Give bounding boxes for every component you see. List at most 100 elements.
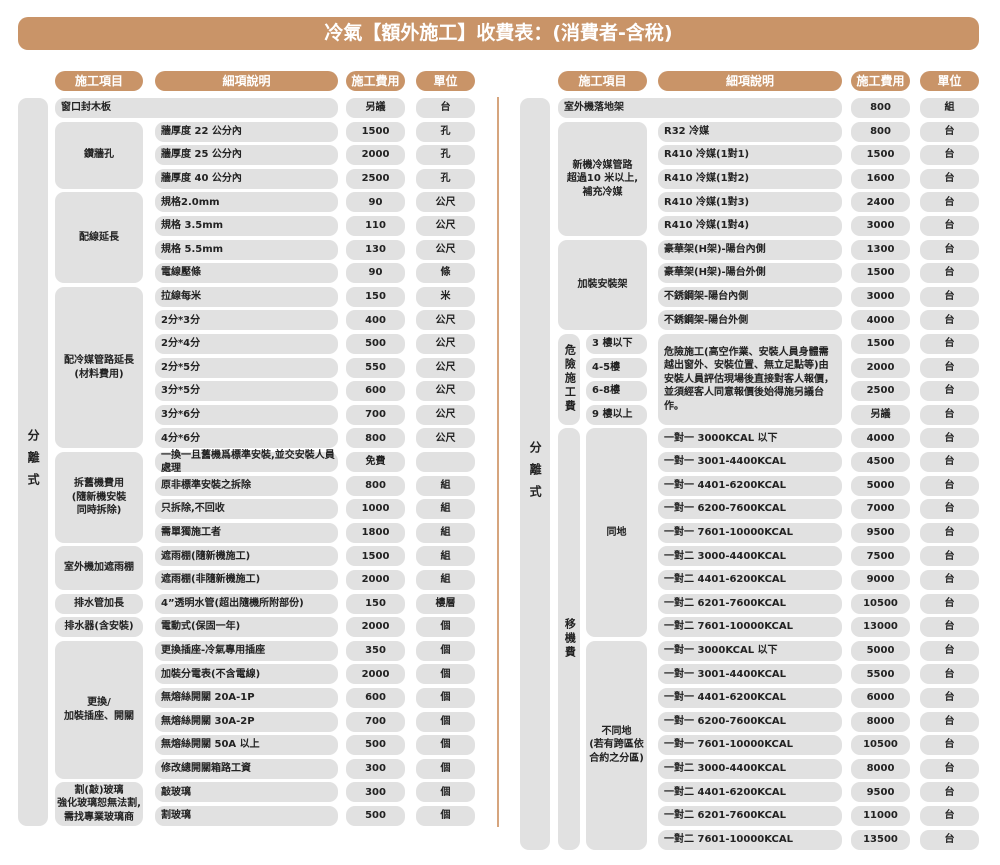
floor-label: 3 樓以下 xyxy=(586,334,647,354)
row-desc: 一對二 4401-6200KCAL xyxy=(658,570,842,590)
row-unit: 台 xyxy=(920,334,979,354)
row-unit: 個 xyxy=(416,711,475,732)
row-unit: 公尺 xyxy=(416,428,475,449)
row-desc: 窗口封木板 xyxy=(55,98,338,118)
row-unit: 個 xyxy=(416,782,475,803)
item-label: 鑽牆孔 xyxy=(55,121,143,189)
row-desc: 只拆除,不回收 xyxy=(155,499,338,520)
row-unit: 台 xyxy=(920,310,979,331)
row-fee: 150 xyxy=(346,593,405,614)
row-fee: 1500 xyxy=(851,334,910,354)
row-unit: 米 xyxy=(416,286,475,307)
row-unit: 台 xyxy=(920,593,979,614)
row-unit: 個 xyxy=(416,640,475,661)
row-unit: 公尺 xyxy=(416,334,475,354)
row-desc: 一對一 6200-7600KCAL xyxy=(658,499,842,520)
row-desc: 2分*3分 xyxy=(155,310,338,331)
row-fee: 300 xyxy=(346,758,405,779)
row-desc: R410 冷媒(1對2) xyxy=(658,168,842,189)
row-fee: 7500 xyxy=(851,546,910,567)
row-fee: 300 xyxy=(346,782,405,803)
header-fee: 施工費用 xyxy=(851,71,910,91)
row-unit: 樓層 xyxy=(416,593,475,614)
item-label: 不同地 (若有跨區依 合約之分區) xyxy=(586,640,647,850)
row-desc: 一對一 7601-10000KCAL xyxy=(658,735,842,756)
row-fee: 1500 xyxy=(851,145,910,166)
row-unit: 個 xyxy=(416,664,475,685)
row-desc: 電線壓條 xyxy=(155,263,338,284)
row-fee: 9500 xyxy=(851,782,910,803)
row-fee: 1500 xyxy=(346,121,405,142)
row-desc: 敲玻璃 xyxy=(155,782,338,803)
row-desc: 一對一 3001-4400KCAL xyxy=(658,664,842,685)
row-desc: 一對二 7601-10000KCAL xyxy=(658,829,842,850)
row-unit: 台 xyxy=(920,145,979,166)
row-desc: 原非標準安裝之拆除 xyxy=(155,475,338,496)
row-fee: 10500 xyxy=(851,735,910,756)
row-unit: 台 xyxy=(920,239,979,260)
row-unit: 公尺 xyxy=(416,381,475,402)
row-fee: 90 xyxy=(346,263,405,284)
row-fee: 1500 xyxy=(851,263,910,284)
row-desc: 一對一 3000KCAL 以下 xyxy=(658,640,842,661)
row-fee: 5000 xyxy=(851,640,910,661)
row-fee: 5500 xyxy=(851,664,910,685)
row-desc: 規格 3.5mm xyxy=(155,216,338,236)
row-desc: 遮雨棚(隨新機施工) xyxy=(155,546,338,567)
item-label: 排水管加長 xyxy=(55,593,143,614)
row-unit: 台 xyxy=(920,452,979,472)
row-desc: 不銹鋼架-陽台外側 xyxy=(658,310,842,331)
row-unit: 組 xyxy=(920,98,979,118)
move-label: 移機費 xyxy=(558,428,580,850)
row-unit: 台 xyxy=(920,546,979,567)
row-desc: 2分*4分 xyxy=(155,334,338,354)
item-label: 加裝安裝架 xyxy=(558,239,647,331)
row-desc: 牆厚度 40 公分內 xyxy=(155,168,338,189)
row-unit: 孔 xyxy=(416,121,475,142)
row-unit: 台 xyxy=(920,428,979,449)
row-fee: 1600 xyxy=(851,168,910,189)
row-desc: 一對二 6201-7600KCAL xyxy=(658,806,842,826)
row-desc: 更換插座-冷氣專用插座 xyxy=(155,640,338,661)
row-desc: 一對一 6200-7600KCAL xyxy=(658,711,842,732)
header-item: 施工項目 xyxy=(55,71,143,91)
row-unit: 台 xyxy=(920,522,979,543)
floor-label: 4-5樓 xyxy=(586,357,647,378)
row-unit: 條 xyxy=(416,263,475,284)
header-unit: 單位 xyxy=(920,71,979,91)
row-unit: 公尺 xyxy=(416,357,475,378)
row-desc: 4分*6分 xyxy=(155,428,338,449)
floor-label: 9 樓以上 xyxy=(586,404,647,425)
row-desc: 加裝分電表(不含電線) xyxy=(155,664,338,685)
row-desc: 割玻璃 xyxy=(155,806,338,826)
item-label: 新機冷媒管路 超過10 米以上, 補充冷媒 xyxy=(558,121,647,236)
row-fee: 2000 xyxy=(851,357,910,378)
row-unit: 個 xyxy=(416,688,475,708)
row-unit: 台 xyxy=(920,475,979,496)
row-fee: 1000 xyxy=(346,499,405,520)
item-label: 更換/ 加裝插座、開關 xyxy=(55,640,143,779)
row-unit: 台 xyxy=(920,404,979,425)
row-desc: 一對一 3000KCAL 以下 xyxy=(658,428,842,449)
row-fee: 8000 xyxy=(851,711,910,732)
row-desc: 3分*5分 xyxy=(155,381,338,402)
row-unit: 個 xyxy=(416,735,475,756)
row-desc: 一對一 4401-6200KCAL xyxy=(658,475,842,496)
row-desc: 豪華架(H架)-陽台內側 xyxy=(658,239,842,260)
item-label: 同地 xyxy=(586,428,647,638)
header-desc: 細項說明 xyxy=(658,71,842,91)
row-desc: 不銹鋼架-陽台內側 xyxy=(658,286,842,307)
row-fee: 2000 xyxy=(346,664,405,685)
row-unit: 台 xyxy=(920,286,979,307)
row-unit: 公尺 xyxy=(416,310,475,331)
page-title: 冷氣【額外施工】收費表：(消費者-含稅) xyxy=(18,17,979,50)
row-fee: 6000 xyxy=(851,688,910,708)
row-unit: 孔 xyxy=(416,145,475,166)
row-fee: 600 xyxy=(346,688,405,708)
row-fee: 400 xyxy=(346,310,405,331)
row-unit: 台 xyxy=(920,216,979,236)
group-label: 分離式 xyxy=(520,98,550,850)
row-fee: 3000 xyxy=(851,216,910,236)
row-unit: 個 xyxy=(416,617,475,638)
row-desc: 牆厚度 22 公分內 xyxy=(155,121,338,142)
